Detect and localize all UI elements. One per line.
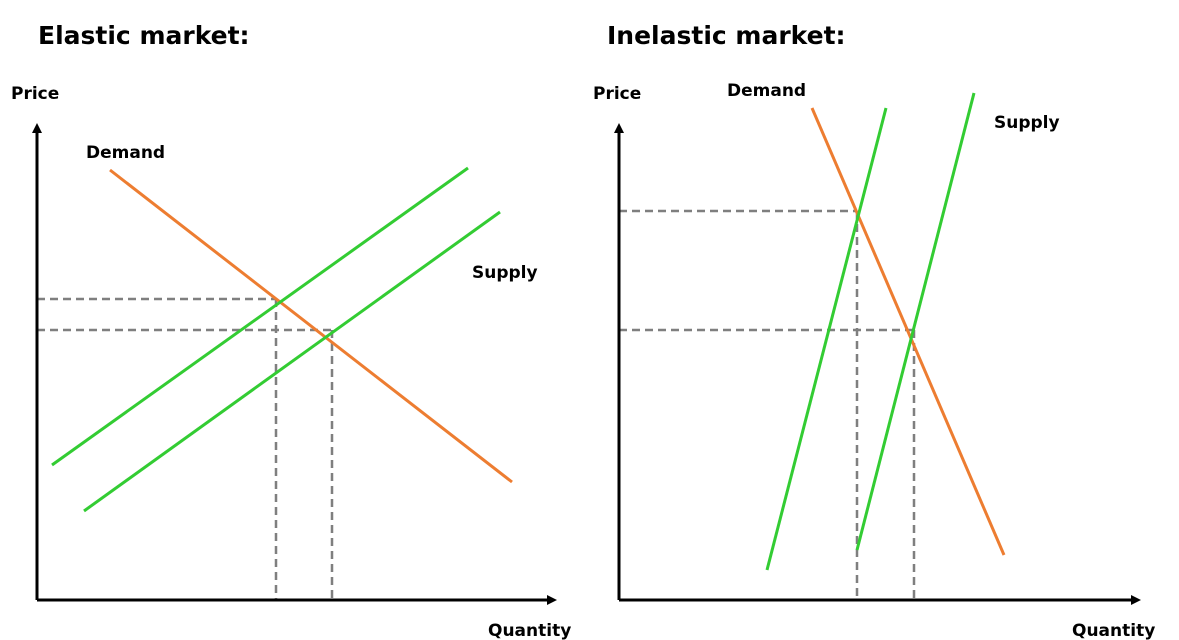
supply-curve	[51, 166, 469, 467]
supply-curve	[83, 210, 501, 513]
demand-curve	[109, 168, 513, 484]
supply-label: Supply	[994, 113, 1060, 133]
demand-label: Demand	[727, 81, 806, 101]
y-axis-label: Price	[11, 84, 59, 104]
supply-curve	[855, 92, 976, 551]
x-axis-label: Quantity	[1072, 621, 1155, 640]
demand-label: Demand	[86, 143, 165, 163]
x-axis-label: Quantity	[488, 621, 571, 640]
y-axis-label: Price	[593, 84, 641, 104]
elastic-panel: Elastic market: Price Quantity Demand Su…	[11, 21, 571, 640]
inelastic-panel: Inelastic market: Price Quantity Demand …	[593, 21, 1155, 640]
panel-title: Elastic market:	[38, 21, 250, 50]
supply-curve	[765, 107, 888, 571]
supply-label: Supply	[472, 263, 538, 283]
demand-curve	[810, 107, 1006, 556]
panel-title: Inelastic market:	[607, 21, 846, 50]
